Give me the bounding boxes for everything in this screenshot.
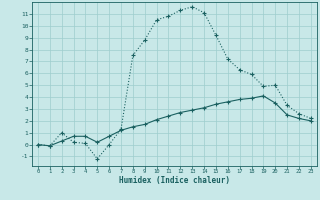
X-axis label: Humidex (Indice chaleur): Humidex (Indice chaleur) (119, 176, 230, 185)
